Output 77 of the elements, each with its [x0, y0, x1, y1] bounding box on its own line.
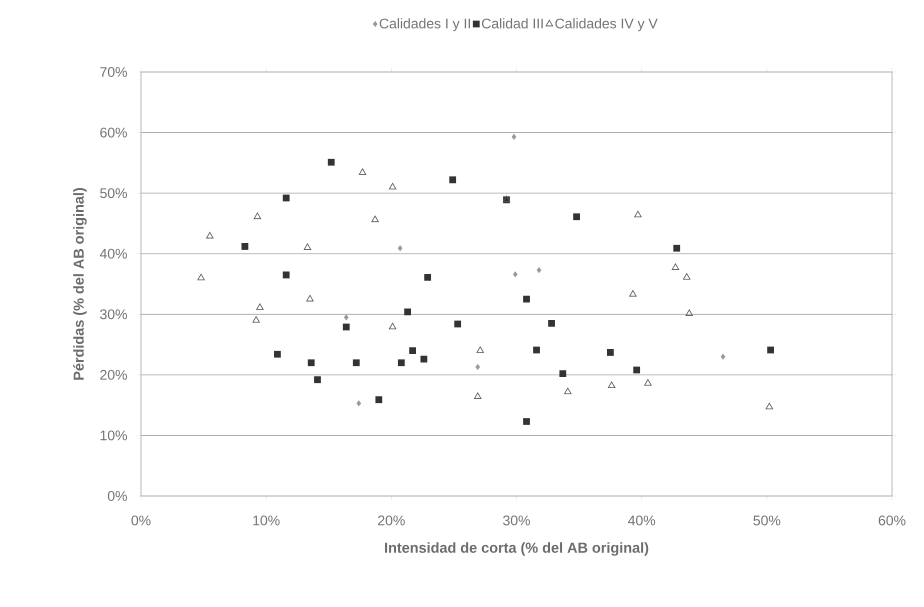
- point: [720, 354, 726, 360]
- point: [449, 176, 456, 184]
- y-tick-label: 10%: [100, 430, 127, 440]
- point: [420, 356, 428, 363]
- y-tick-label: 40%: [100, 248, 127, 259]
- point: [424, 274, 432, 281]
- point: [573, 213, 580, 220]
- point: [398, 245, 402, 252]
- legend-label: Calidades I y II: [380, 18, 470, 32]
- point: [606, 349, 614, 356]
- point: [629, 290, 637, 297]
- point: [536, 267, 542, 273]
- point: [308, 359, 315, 366]
- point: [398, 359, 405, 366]
- point: [375, 396, 382, 404]
- point: [559, 370, 566, 378]
- x-tick-label: 0%: [131, 516, 151, 526]
- point: [512, 134, 516, 140]
- y-tick-label: 60%: [100, 128, 127, 138]
- point: [328, 158, 335, 166]
- point: [356, 400, 362, 406]
- point: [548, 320, 555, 327]
- point: [282, 194, 290, 202]
- point: [644, 379, 652, 386]
- point: [634, 210, 642, 218]
- point: [523, 418, 530, 425]
- point: [476, 346, 484, 353]
- y-tick-label: 30%: [100, 309, 127, 320]
- point: [358, 168, 366, 175]
- x-tick-label: 60%: [878, 516, 906, 526]
- x-tick-label: 40%: [628, 516, 656, 526]
- point: [371, 216, 379, 222]
- y-tick-label: 20%: [100, 370, 127, 380]
- x-tick-label: 30%: [503, 516, 530, 526]
- point: [274, 350, 281, 358]
- point: [766, 402, 774, 410]
- legend-label: Calidades IV y V: [555, 18, 658, 32]
- point: [673, 244, 680, 252]
- y-axis-title: Pérdidas (% del AB original): [73, 188, 87, 380]
- point: [304, 243, 312, 250]
- point: [197, 274, 205, 280]
- legend-label: Calidad III: [482, 18, 543, 28]
- point: [686, 309, 693, 316]
- point: [533, 346, 540, 354]
- point: [608, 382, 616, 388]
- point: [475, 364, 480, 370]
- point: [474, 392, 482, 399]
- x-tick-label: 50%: [753, 516, 780, 526]
- point: [523, 296, 530, 303]
- x-tick-label: 10%: [253, 516, 280, 526]
- y-tick-label: 0%: [108, 491, 127, 501]
- point: [314, 376, 321, 384]
- point: [388, 182, 396, 190]
- x-tick-label: 20%: [378, 516, 405, 526]
- point: [206, 232, 214, 238]
- point: [306, 294, 314, 302]
- point: [512, 271, 518, 278]
- point: [633, 366, 640, 374]
- point: [564, 388, 572, 394]
- point: [767, 346, 774, 354]
- point: [252, 316, 260, 323]
- point: [282, 272, 290, 278]
- point: [404, 308, 412, 316]
- point: [241, 243, 248, 250]
- y-tick-label: 50%: [100, 188, 127, 198]
- point: [256, 303, 264, 310]
- point: [344, 314, 349, 320]
- point: [388, 322, 396, 330]
- point: [342, 324, 350, 330]
- point: [683, 273, 690, 280]
- x-axis-title: Intensidad de corta (% del AB original): [385, 542, 648, 556]
- point: [409, 347, 416, 354]
- point: [352, 359, 360, 366]
- point: [672, 263, 680, 270]
- y-tick-label: 70%: [100, 67, 127, 77]
- point: [254, 212, 262, 220]
- point: [454, 320, 462, 328]
